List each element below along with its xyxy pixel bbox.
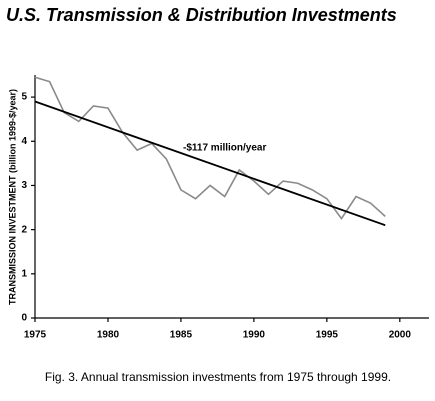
y-axis-label: TRANSMISSION INVESTMENT (billion 1999-$/… <box>7 89 17 305</box>
y-tick-label: 0 <box>21 313 27 324</box>
annotation: -$117 million/year <box>183 143 266 154</box>
x-tick-label: 1975 <box>24 330 47 341</box>
x-tick-label: 2000 <box>389 330 412 341</box>
series-line <box>34 100 386 227</box>
y-tick-label: 3 <box>21 180 27 191</box>
x-tick-label: 1990 <box>243 330 266 341</box>
y-tick-label: 4 <box>21 136 27 147</box>
y-tick-label: 1 <box>21 268 27 279</box>
series-line <box>34 76 386 220</box>
y-tick-label: 2 <box>21 224 27 235</box>
x-tick-label: 1995 <box>316 330 339 341</box>
chart-title: U.S. Transmission & Distribution Investm… <box>6 5 397 25</box>
x-tick-label: 1980 <box>97 330 120 341</box>
x-tick-label: 1985 <box>170 330 193 341</box>
y-tick-label: 5 <box>21 92 27 103</box>
caption: Fig. 3. Annual transmission investments … <box>45 370 391 384</box>
